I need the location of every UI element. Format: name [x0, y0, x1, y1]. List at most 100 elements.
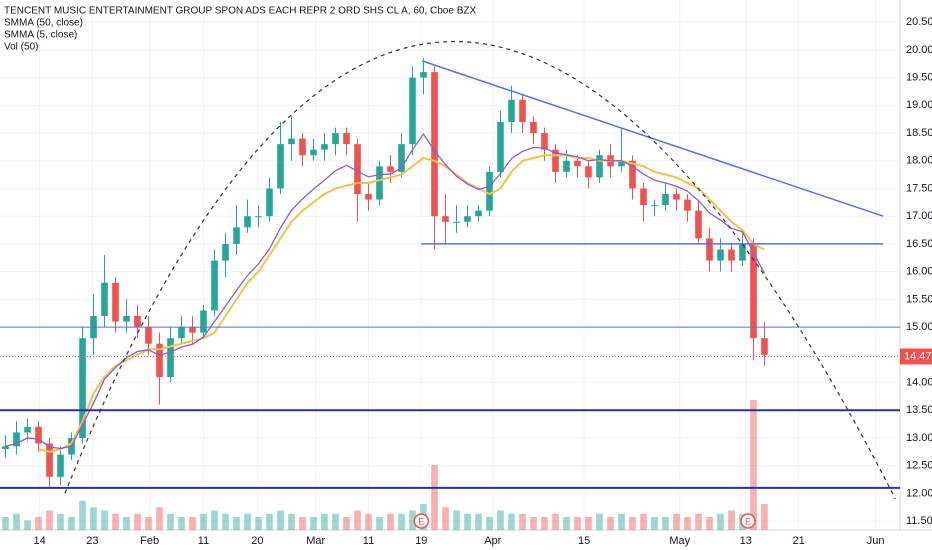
earnings-label: E [745, 516, 751, 526]
volume-bar [46, 510, 53, 530]
volume-bar [112, 513, 119, 530]
candle-body [134, 316, 141, 328]
volume-bar [596, 513, 603, 530]
candle-body [365, 194, 372, 200]
candle-body [332, 133, 339, 145]
x-tick-label: 15 [578, 535, 590, 547]
x-tick-label: 11 [363, 535, 374, 547]
y-tick-label: 19.00 [906, 99, 932, 111]
candle-body [442, 216, 449, 222]
candle-body [464, 216, 471, 222]
y-tick-label: 16.00 [906, 266, 932, 278]
y-tick-label: 20.50 [906, 16, 932, 28]
candle-body [475, 210, 482, 217]
last-price-label: 14.47 [904, 350, 932, 362]
candle-body [684, 199, 691, 211]
x-tick-label: 21 [792, 535, 804, 547]
candle-body [398, 144, 405, 172]
y-tick-label: 17.00 [906, 210, 932, 222]
volume-bar [244, 513, 251, 530]
candle-body [167, 338, 174, 377]
y-tick-label: 13.00 [906, 432, 932, 444]
candle-body [57, 454, 64, 477]
candle-body [409, 77, 416, 145]
candle-body [728, 249, 735, 261]
candle-body [145, 327, 152, 344]
x-tick-label: 20 [251, 535, 263, 547]
candle-body [706, 238, 713, 261]
candle-body [673, 194, 680, 200]
volume-bar [574, 517, 581, 530]
volume-bar [750, 400, 757, 530]
volume-bar [431, 465, 438, 530]
candle-body [563, 160, 570, 172]
candle-body [156, 343, 163, 377]
volume-bar [497, 510, 504, 530]
legend-entry[interactable]: SMMA (50, close) [4, 18, 83, 29]
volume-bar [519, 513, 526, 530]
legend-entry[interactable]: SMMA (5, close) [4, 30, 77, 41]
candle-body [508, 99, 515, 122]
candle-body [761, 338, 768, 355]
volume-bar [299, 517, 306, 530]
volume-bar [178, 517, 185, 530]
volume-bar [211, 510, 218, 530]
candle-body [46, 443, 53, 477]
volume-bar [365, 513, 372, 530]
y-tick-label: 13.50 [906, 404, 932, 416]
candle-body [552, 149, 559, 172]
volume-bar [222, 513, 229, 530]
y-tick-label: 15.50 [906, 293, 932, 305]
volume-bar [376, 517, 383, 530]
volume-bar [277, 510, 284, 530]
volume-bar [563, 517, 570, 530]
volume-bar [387, 513, 394, 530]
candle-body [266, 188, 273, 217]
volume-bar [508, 513, 515, 530]
volume-bar [24, 520, 31, 530]
y-tick-label: 15.00 [906, 321, 932, 333]
candle-body [24, 426, 31, 433]
candle-body [695, 210, 702, 239]
candle-body [35, 426, 42, 444]
volume-bar [354, 510, 361, 530]
legend-entry[interactable]: Vol (50) [4, 42, 38, 53]
candle-body [2, 446, 9, 450]
volume-bar [728, 510, 735, 530]
candle-body [618, 160, 625, 167]
candle-body [288, 138, 295, 145]
volume-bar [13, 513, 20, 530]
volume-bar [629, 517, 636, 530]
candle-body [277, 144, 284, 189]
volume-bar [552, 513, 559, 530]
x-tick-label: 11 [198, 535, 209, 547]
volume-bar [695, 513, 702, 530]
candle-body [530, 121, 537, 134]
candle-body [717, 249, 724, 261]
volume-bar [464, 513, 471, 530]
y-tick-label: 18.00 [906, 155, 932, 167]
candle-body [662, 194, 669, 206]
candle-body [585, 166, 592, 178]
chart-title: TENCENT MUSIC ENTERTAINMENT GROUP SPON A… [4, 6, 476, 17]
candle-body [596, 155, 603, 178]
volume-bar [343, 517, 350, 530]
candle-body [13, 432, 20, 447]
x-tick-label: May [669, 535, 690, 547]
volume-bar [332, 513, 339, 530]
candle-body [354, 144, 361, 195]
volume-bar [684, 517, 691, 530]
x-tick-label: 13 [740, 535, 752, 547]
y-tick-label: 18.50 [906, 127, 932, 139]
candle-body [189, 327, 196, 333]
volume-bar [717, 513, 724, 530]
candle-body [750, 243, 757, 339]
y-tick-label: 16.50 [906, 238, 932, 250]
candle-body [233, 227, 240, 244]
volume-bar [486, 517, 493, 530]
volume-bar [90, 507, 97, 530]
candle-body [486, 171, 493, 211]
candle-body [299, 138, 306, 156]
volume-bar [2, 517, 9, 530]
